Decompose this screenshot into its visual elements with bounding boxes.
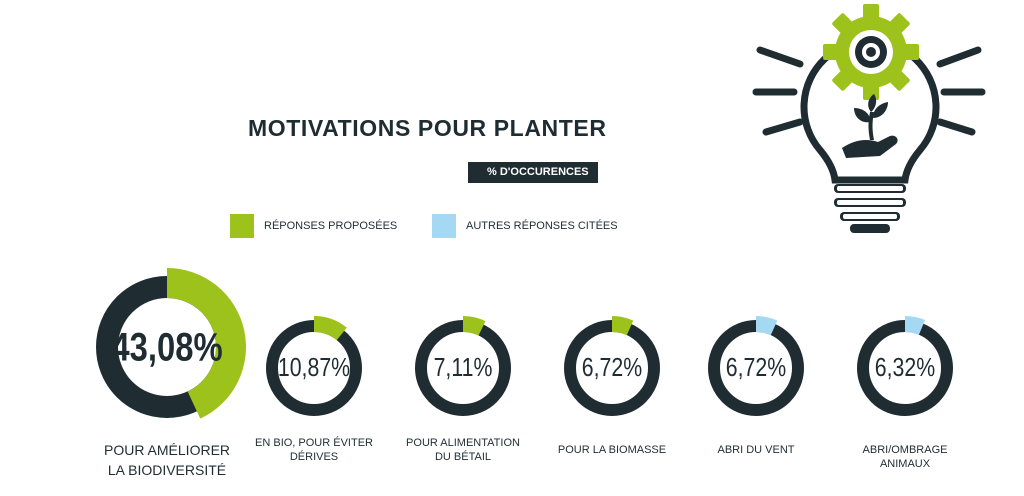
donut-value-arc-3 (612, 316, 634, 336)
donut-category-label-3: POUR LA BIOMASSE (557, 444, 667, 456)
legend-item-other: AUTRES RÉPONSES CITÉES (432, 214, 618, 238)
donut-category-label-2: POUR ALIMENTATION DU BÉTAIL (406, 437, 520, 463)
donut-value-label-2: 7,11% (434, 353, 493, 383)
legend-label: AUTRES RÉPONSES CITÉES (466, 220, 618, 232)
donut-category-label-5: ABRI/OMBRAGE ANIMAUX (862, 444, 948, 470)
donut-value-label-4: 6,72% (726, 353, 786, 383)
legend-label: RÉPONSES PROPOSÉES (264, 220, 398, 232)
donut-category-label-4: ABRI DU VENT (717, 444, 795, 456)
lightbulb-gear-plant-icon (752, 4, 986, 233)
chart-subtitle: % D'OCCURENCES (468, 162, 598, 183)
legend-swatch-green (230, 214, 254, 238)
donut-value-arc-2 (463, 316, 486, 336)
donut-value-arc-1 (314, 316, 347, 341)
donut-value-arc-4 (756, 316, 778, 336)
chart-title: MOTIVATIONS POUR PLANTER (248, 115, 607, 141)
donut-category-label-1: EN BIO, POUR ÉVITER DÉRIVES (255, 437, 373, 463)
donut-value-label-3: 6,72% (582, 353, 642, 383)
legend-item-proposed: RÉPONSES PROPOSÉES (230, 214, 397, 238)
donut-value-label-5: 6,32% (875, 353, 935, 383)
donut-value-arc-5 (905, 316, 926, 335)
donut-value-label-1: 10,87% (278, 353, 350, 383)
donut-value-label-0: 43,08% (111, 325, 222, 370)
donut-value-arc-0 (167, 268, 246, 419)
donut-category-label-0: POUR AMÉLIORER LA BIODIVERSITÉ (103, 442, 231, 478)
legend-swatch-blue (432, 214, 456, 238)
